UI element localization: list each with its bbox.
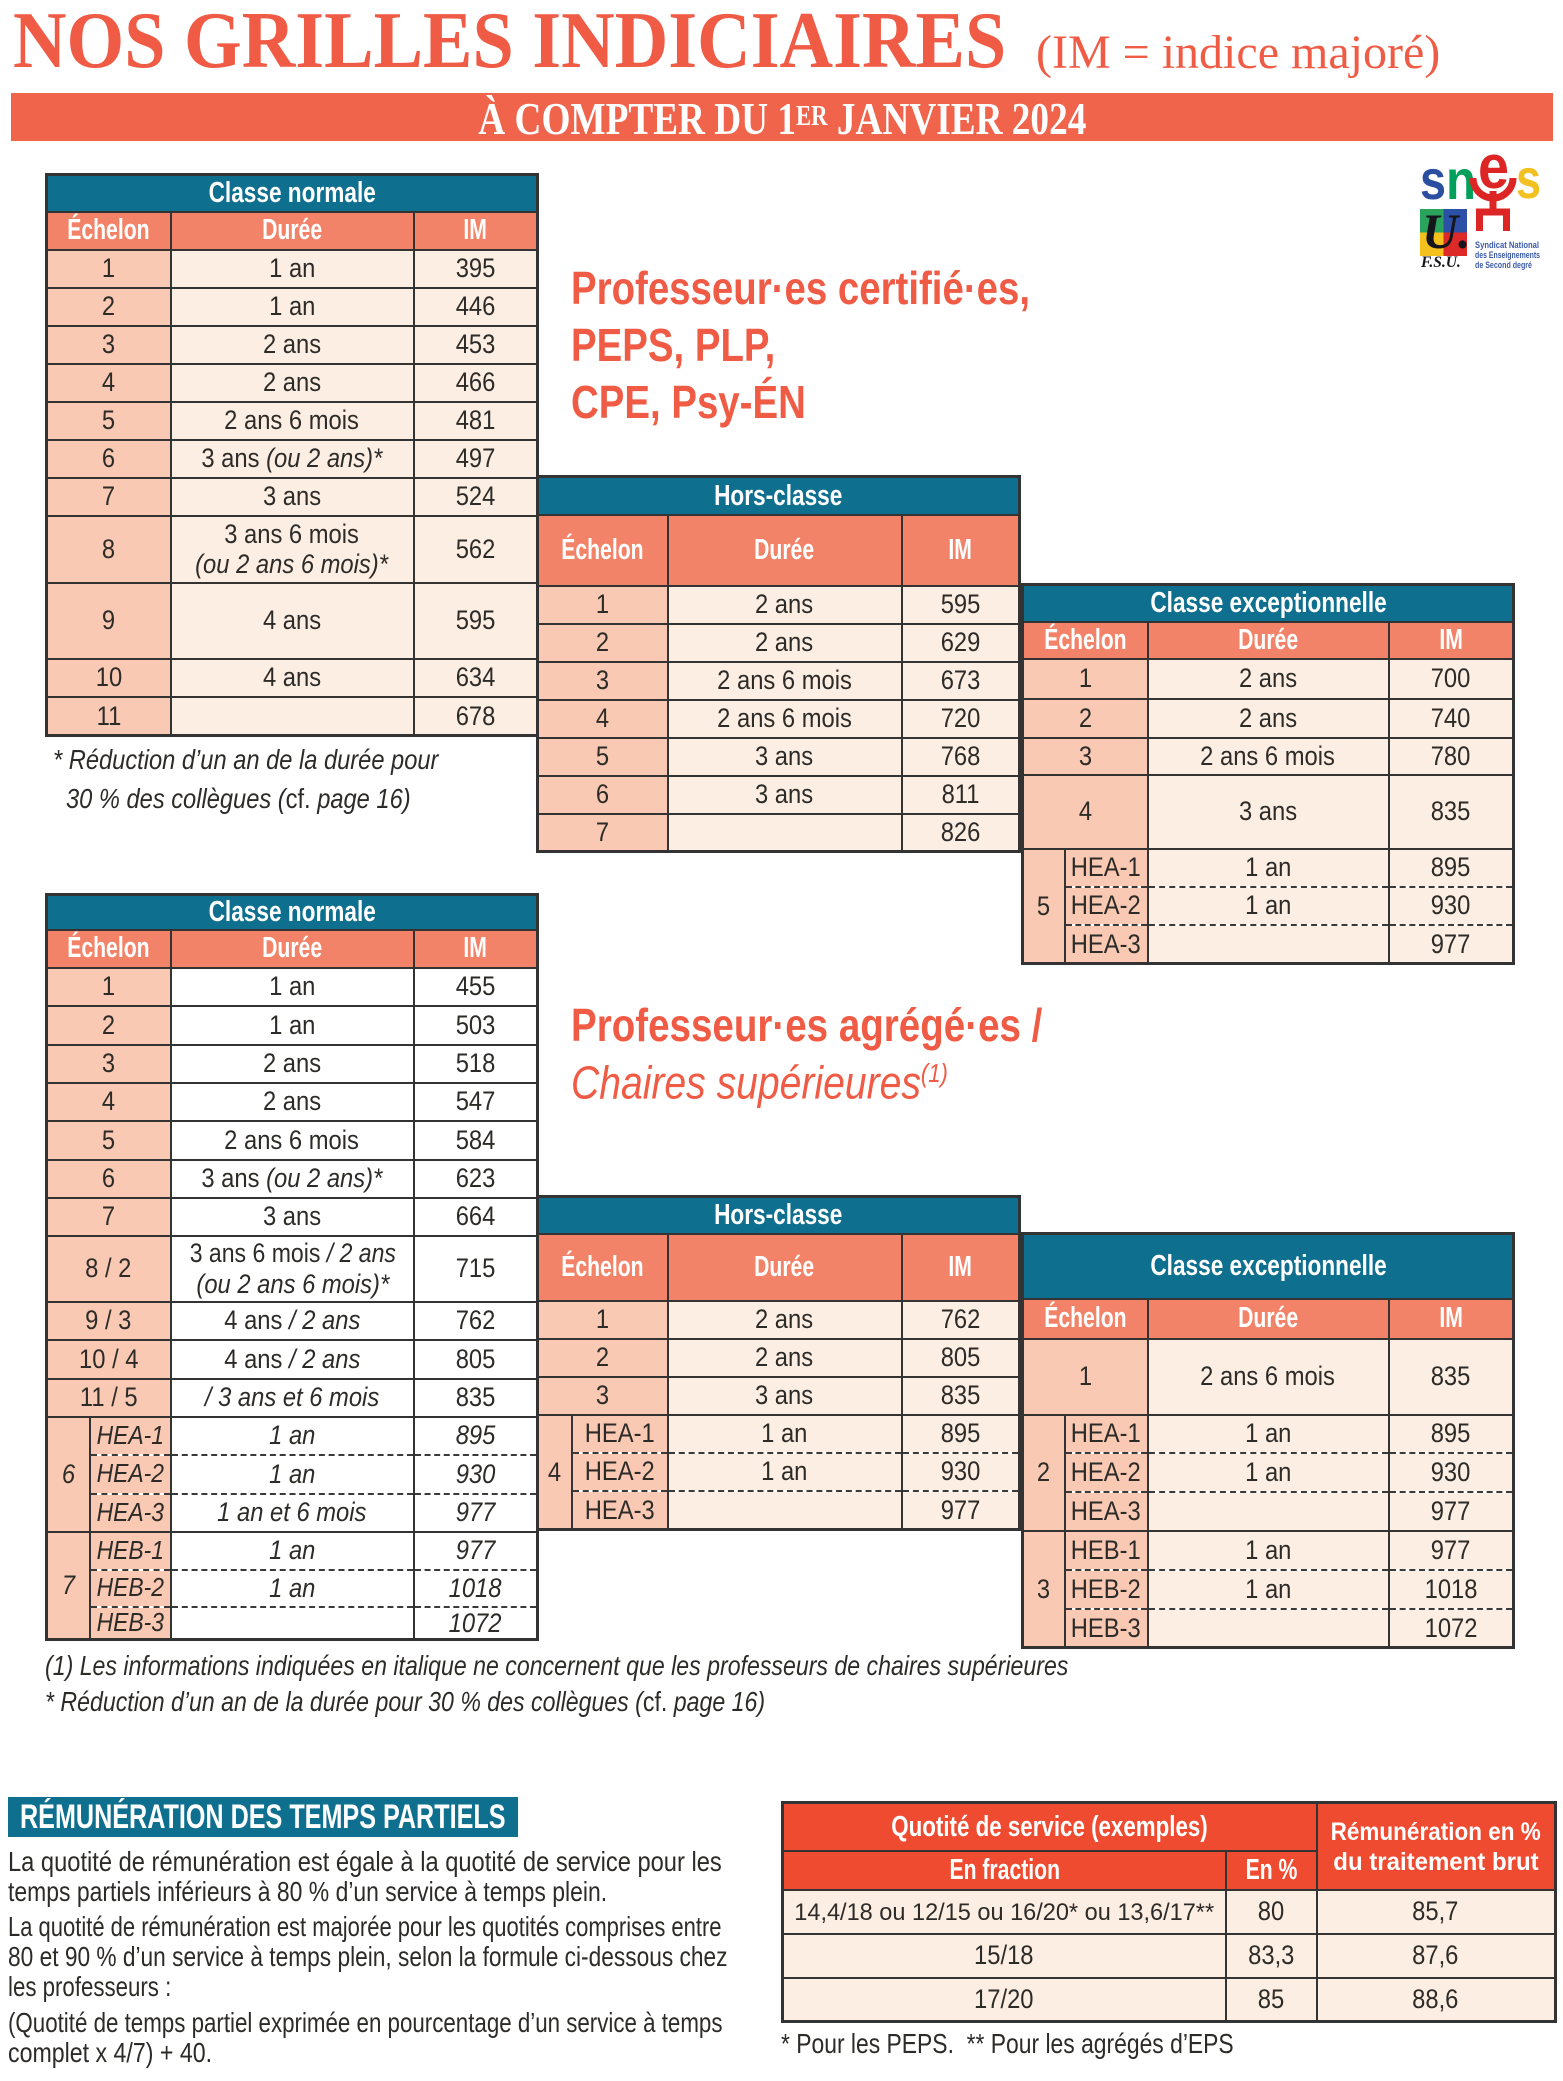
svg-text:des Enseignements: des Enseignements — [1475, 250, 1540, 260]
svg-text:s: s — [1516, 147, 1541, 210]
svg-text:F.S.U.: F.S.U. — [1420, 254, 1461, 271]
svg-text:U.: U. — [1422, 203, 1471, 259]
svg-text:Syndicat National: Syndicat National — [1475, 240, 1539, 250]
svg-text:s: s — [1420, 148, 1446, 211]
svg-text:de Second degré: de Second degré — [1475, 260, 1532, 270]
